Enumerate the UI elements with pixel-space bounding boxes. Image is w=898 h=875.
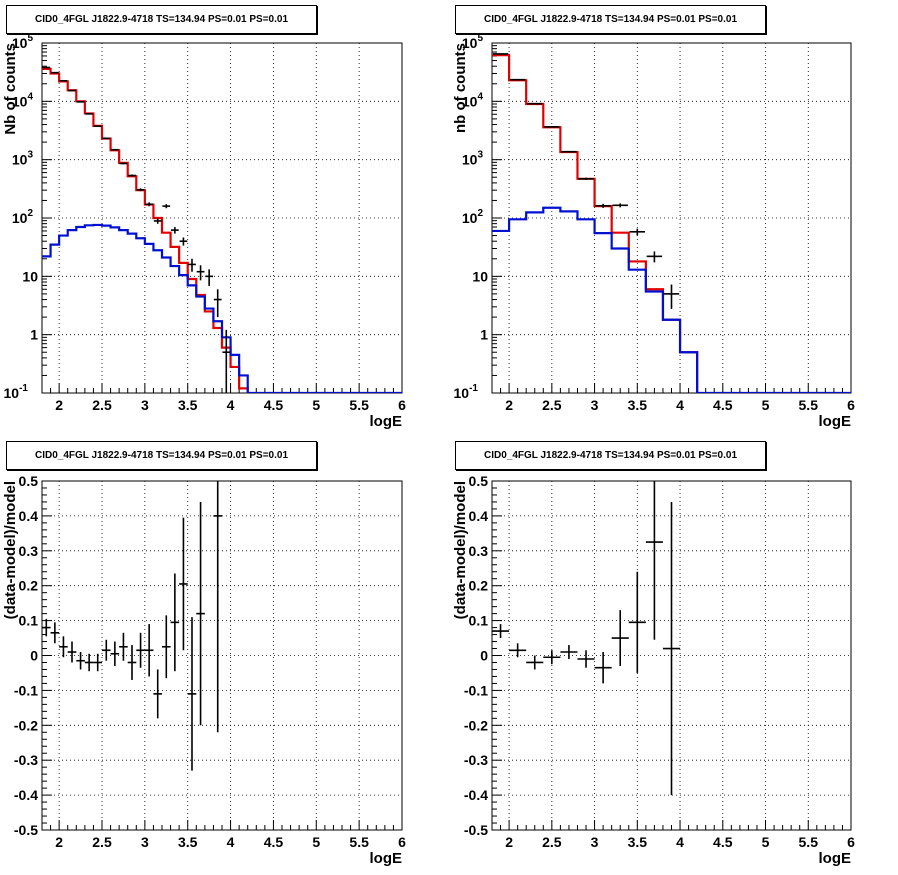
x-tick-label: 2 (55, 397, 63, 413)
y-axis-label: Nb of counts (2, 43, 19, 135)
y-tick-label: 104 (12, 91, 34, 109)
x-tick-label: 2.5 (92, 834, 112, 850)
model-total-line (42, 67, 249, 393)
x-tick-label: 2.5 (542, 397, 562, 413)
y-tick-label: -0.1 (14, 682, 38, 698)
model-component-line (42, 223, 402, 393)
y-tick-label: 104 (462, 91, 484, 109)
y-tick-label: 0.4 (469, 508, 489, 524)
x-tick-label: 2 (505, 397, 513, 413)
x-axis-label: logE (370, 850, 403, 867)
y-tick-label: 0.2 (469, 578, 489, 594)
y-tick-label: 103 (462, 150, 484, 168)
y-tick-label: -0.4 (464, 787, 488, 803)
x-axis-label: logE (819, 413, 852, 430)
chart-panel-2: 2 2.5 3 3.5 4 4.5 5 5.5 6 10-1 1 10 102 103 104 105 logE… (452, 33, 855, 430)
y-tick-label: 0.3 (19, 543, 39, 559)
x-tick-label: 3.5 (628, 834, 648, 850)
y-tick-label: 105 (462, 33, 484, 51)
x-tick-label: 4.5 (264, 834, 284, 850)
y-tick-label: 105 (12, 33, 34, 51)
x-tick-label: 5 (762, 397, 770, 413)
x-tick-label: 5.5 (799, 397, 819, 413)
y-tick-label: 0.5 (469, 473, 489, 489)
plot-area (492, 481, 681, 796)
y-tick-label: 10-1 (454, 383, 479, 401)
x-tick-label: 5 (312, 834, 320, 850)
y-tick-label: 0.1 (469, 613, 489, 629)
y-tick-label: 0.3 (469, 543, 489, 559)
panel-title-2: CID0_4FGL J1822.9-4718 TS=134.94 PS=0.01… (455, 5, 766, 34)
y-tick-label: 10 (22, 268, 38, 284)
plot-area (42, 66, 402, 393)
x-tick-label: 4 (676, 834, 684, 850)
x-axis-label: logE (819, 850, 852, 867)
y-tick-label: -0.2 (464, 717, 488, 733)
x-tick-label: 3 (141, 834, 149, 850)
x-tick-label: 3 (591, 834, 599, 850)
y-tick-label: -0.3 (464, 752, 488, 768)
x-tick-label: 5 (762, 834, 770, 850)
chart-panel-3: 2 2.5 3 3.5 4 4.5 5 5.5 6 -0.5 -0.4 -0.3 -0.2 -0.1 0 0.… (2, 473, 406, 867)
y-tick-label: -0.5 (464, 822, 488, 838)
x-tick-label: 6 (847, 834, 855, 850)
y-tick-label: 0.1 (19, 613, 39, 629)
x-tick-label: 5.5 (349, 397, 369, 413)
x-tick-label: 3 (141, 397, 149, 413)
x-tick-label: 3.5 (178, 834, 198, 850)
x-tick-label: 4.5 (713, 397, 733, 413)
y-tick-label: 1 (480, 327, 488, 343)
y-tick-label: 102 (462, 208, 484, 226)
y-tick-label: 102 (12, 208, 34, 226)
y-axis-label: (data-model)/model (2, 481, 19, 619)
y-tick-label: 0 (30, 648, 38, 664)
y-axis-label: nb of counts (452, 43, 469, 133)
panel-title-3: CID0_4FGL J1822.9-4718 TS=134.94 PS=0.01… (6, 441, 317, 470)
panel-title-4: CID0_4FGL J1822.9-4718 TS=134.94 PS=0.01… (455, 441, 766, 470)
y-tick-label: 1 (30, 327, 38, 343)
x-tick-label: 6 (398, 834, 406, 850)
x-tick-label: 2 (55, 834, 63, 850)
plot-area (492, 53, 851, 393)
x-tick-label: 4.5 (264, 397, 284, 413)
plot-frame (491, 42, 852, 394)
x-tick-label: 5.5 (799, 834, 819, 850)
y-tick-label: -0.3 (14, 752, 38, 768)
x-tick-label: 2.5 (542, 834, 562, 850)
y-tick-label: -0.2 (14, 717, 38, 733)
x-tick-label: 4.5 (713, 834, 733, 850)
x-tick-label: 2 (505, 834, 513, 850)
y-tick-label: 10 (472, 268, 488, 284)
x-tick-label: 4 (676, 397, 684, 413)
y-tick-label: -0.5 (14, 822, 38, 838)
x-tick-label: 5.5 (349, 834, 369, 850)
chart-panel-4: 2 2.5 3 3.5 4 4.5 5 5.5 6 -0.5 -0.4 -0.3 -0.2 -0.1 0 0.… (452, 473, 855, 867)
x-tick-label: 4 (227, 834, 235, 850)
x-tick-label: 6 (398, 397, 406, 413)
y-tick-label: 0 (480, 648, 488, 664)
x-tick-label: 4 (227, 397, 235, 413)
y-tick-label: 0.4 (19, 508, 39, 524)
chart-panel-1: 2 2.5 3 3.5 4 4.5 5 5.5 6 10-1 1 10 102 103 104 105 logE… (2, 33, 406, 430)
y-tick-label: 10-1 (4, 383, 29, 401)
y-tick-label: -0.1 (464, 682, 488, 698)
x-tick-label: 5 (312, 397, 320, 413)
model-component-line (492, 206, 851, 393)
x-tick-label: 3.5 (628, 397, 648, 413)
y-tick-label: -0.4 (14, 787, 38, 803)
x-tick-label: 6 (847, 397, 855, 413)
y-tick-label: 0.2 (19, 578, 39, 594)
y-axis-label: (data-model)/model (452, 481, 469, 619)
model-total-line (492, 54, 699, 393)
x-tick-label: 2.5 (92, 397, 112, 413)
panel-title-1: CID0_4FGL J1822.9-4718 TS=134.94 PS=0.01… (6, 5, 317, 34)
x-tick-label: 3 (591, 397, 599, 413)
plot-area (42, 481, 222, 771)
y-tick-label: 0.5 (19, 473, 39, 489)
x-tick-label: 3.5 (178, 397, 198, 413)
y-tick-label: 103 (12, 150, 34, 168)
x-axis-label: logE (370, 413, 403, 430)
